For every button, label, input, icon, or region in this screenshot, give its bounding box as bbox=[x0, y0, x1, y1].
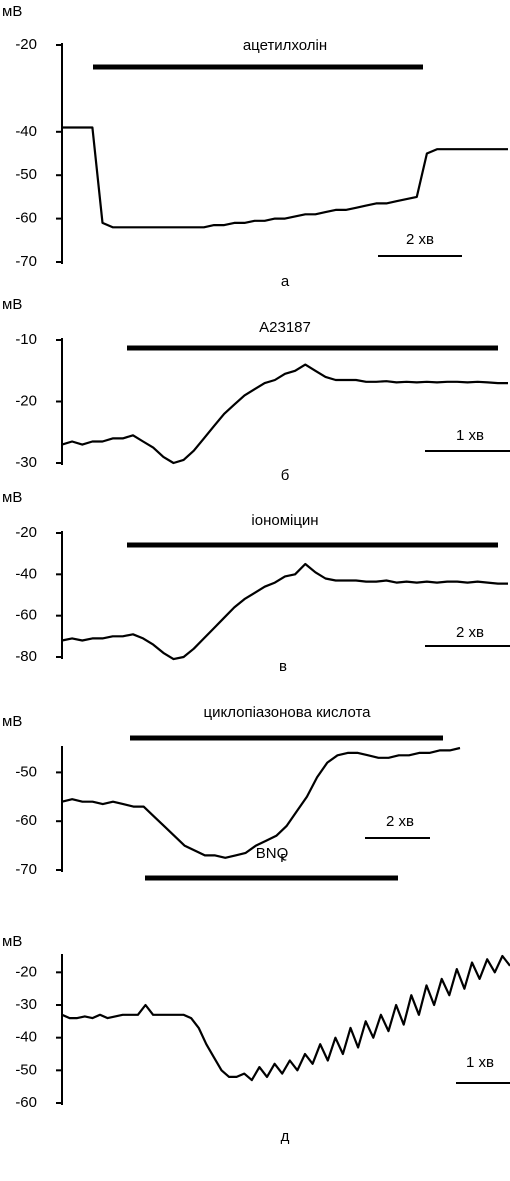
panel-label: г bbox=[280, 849, 286, 866]
y-tick-label: -60 bbox=[15, 210, 37, 227]
scale-label: 1 хв bbox=[456, 427, 484, 444]
scale-label: 2 хв bbox=[406, 231, 434, 248]
scale-label: 1 хв bbox=[466, 1054, 494, 1071]
y-tick-label: -20 bbox=[15, 392, 37, 409]
y-tick-label: -70 bbox=[15, 253, 37, 270]
panel-label: д bbox=[281, 1128, 290, 1145]
treatment-label: іономіцин bbox=[251, 512, 318, 529]
trace bbox=[61, 954, 510, 1082]
y-tick-label: -20 bbox=[15, 524, 37, 541]
panel-label: б bbox=[281, 467, 290, 484]
y-axis-label: мВ bbox=[2, 3, 22, 20]
scale-label: 2 хв bbox=[386, 813, 414, 830]
trace bbox=[61, 562, 508, 661]
y-tick-label: -30 bbox=[15, 996, 37, 1013]
scale-label: 2 хв bbox=[456, 624, 484, 641]
trace bbox=[62, 126, 508, 229]
y-tick-label: -40 bbox=[15, 1029, 37, 1046]
trace bbox=[61, 363, 508, 465]
y-tick-label: -80 bbox=[15, 648, 37, 665]
y-tick-label: -40 bbox=[15, 565, 37, 582]
panel-label: а bbox=[281, 273, 290, 290]
y-tick-label: -50 bbox=[15, 166, 37, 183]
treatment-label: ацетилхолін bbox=[243, 37, 327, 54]
y-tick-label: -30 bbox=[15, 454, 37, 471]
y-tick-label: -20 bbox=[15, 36, 37, 53]
y-tick-label: -70 bbox=[15, 861, 37, 878]
y-axis-label: мВ bbox=[2, 933, 22, 950]
y-axis-label: мВ bbox=[2, 713, 22, 730]
y-tick-label: -60 bbox=[15, 1094, 37, 1111]
treatment-label: циклопіазонова кислота bbox=[204, 704, 372, 721]
y-tick-label: -60 bbox=[15, 812, 37, 829]
treatment-label: BNQ bbox=[256, 845, 289, 862]
panel-label: в bbox=[279, 658, 287, 675]
y-tick-label: -10 bbox=[15, 331, 37, 348]
y-axis-label: мВ bbox=[2, 296, 22, 313]
y-tick-label: -50 bbox=[15, 763, 37, 780]
y-tick-label: -40 bbox=[15, 123, 37, 140]
y-axis-label: мВ bbox=[2, 489, 22, 506]
y-tick-label: -50 bbox=[15, 1061, 37, 1078]
treatment-label: A23187 bbox=[259, 319, 311, 336]
y-tick-label: -20 bbox=[15, 963, 37, 980]
y-tick-label: -60 bbox=[15, 607, 37, 624]
trace bbox=[61, 746, 461, 859]
